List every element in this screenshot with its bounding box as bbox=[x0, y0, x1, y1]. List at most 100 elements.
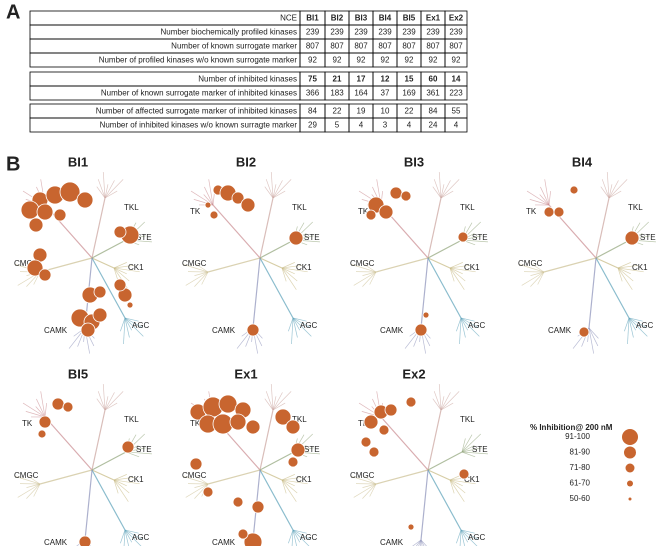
tree-twig bbox=[440, 391, 460, 411]
cell-text: Number of inhibited kinases bbox=[198, 75, 297, 84]
cell-text: 361 bbox=[426, 89, 440, 98]
tree-twig bbox=[460, 529, 478, 546]
tree-twig bbox=[40, 391, 46, 418]
tree-twig bbox=[264, 398, 274, 411]
tree-twig bbox=[104, 396, 109, 411]
tree-twig bbox=[281, 479, 297, 502]
kinase-dot bbox=[245, 419, 261, 435]
tree-twig bbox=[113, 479, 140, 485]
tree-branch bbox=[595, 257, 619, 269]
group-label: CMGC bbox=[350, 471, 375, 480]
tree-title: Ex2 bbox=[402, 366, 425, 381]
tree-twig bbox=[22, 402, 46, 418]
group-label: TK bbox=[190, 419, 201, 428]
group-label: TK bbox=[22, 419, 33, 428]
cell-text: 19 bbox=[357, 107, 366, 116]
tree-twig bbox=[124, 317, 130, 338]
cell-text: 239 bbox=[426, 28, 440, 37]
tree-branch bbox=[259, 469, 294, 531]
tree-twig bbox=[264, 186, 274, 199]
tree-twig bbox=[588, 327, 599, 339]
tree-twig bbox=[537, 271, 545, 285]
group-label: TKL bbox=[292, 203, 307, 212]
tree-branch bbox=[207, 469, 261, 485]
tree-twig bbox=[123, 317, 126, 344]
tree-twig bbox=[124, 529, 139, 534]
tree-branch bbox=[91, 257, 126, 319]
cell-text: 22 bbox=[405, 107, 414, 116]
group-label: TKL bbox=[460, 203, 475, 212]
tree-twig bbox=[203, 194, 214, 206]
group-label: AGC bbox=[636, 321, 654, 330]
tree-twig bbox=[433, 179, 442, 199]
kinase-dot bbox=[93, 285, 107, 299]
tree-twig bbox=[461, 451, 488, 455]
tree-twig bbox=[530, 271, 545, 287]
tree-twig bbox=[291, 529, 294, 546]
kinase-dot bbox=[288, 230, 304, 246]
kinase-dot bbox=[53, 208, 67, 222]
tree-twig bbox=[292, 317, 301, 331]
tree-twig bbox=[113, 267, 130, 282]
cell-text: 239 bbox=[354, 28, 368, 37]
tree-twig bbox=[617, 267, 631, 275]
cell-text: 17 bbox=[357, 75, 366, 84]
tree-twig bbox=[600, 186, 610, 199]
tree-title: BI4 bbox=[572, 154, 593, 169]
kinase-dot bbox=[204, 201, 212, 209]
tree-twig bbox=[617, 267, 633, 290]
kinase-dot bbox=[229, 413, 247, 431]
group-label: AGC bbox=[300, 533, 318, 542]
tree-twig bbox=[362, 271, 377, 287]
kinase-dot bbox=[384, 403, 398, 417]
tree-twig bbox=[113, 476, 134, 481]
cell-text: 60 bbox=[429, 75, 438, 84]
tree-twig bbox=[526, 190, 550, 206]
tree-twig bbox=[185, 271, 209, 286]
tree-twig bbox=[196, 264, 209, 273]
cell-text: 37 bbox=[381, 89, 390, 98]
tree-twig bbox=[272, 402, 286, 411]
cell-text: 807 bbox=[330, 42, 344, 51]
tree-twig bbox=[449, 479, 466, 494]
kinase-dot bbox=[569, 185, 579, 195]
tree-twig bbox=[124, 529, 142, 546]
tree-twig bbox=[461, 445, 475, 453]
tree-twig bbox=[291, 317, 294, 344]
tree-twig bbox=[418, 539, 422, 546]
kinase-dot bbox=[360, 436, 372, 448]
cell-text: 164 bbox=[354, 89, 368, 98]
cell-text: 29 bbox=[308, 121, 317, 130]
group-label: CAMK bbox=[212, 326, 236, 335]
tree-title: BI3 bbox=[404, 154, 424, 169]
kinase-dot bbox=[231, 191, 245, 205]
tree-twig bbox=[270, 384, 274, 411]
tree-twig bbox=[281, 474, 295, 481]
cell-text: 14 bbox=[452, 75, 461, 84]
tree-branch bbox=[427, 409, 442, 471]
panel-letter: A bbox=[6, 1, 20, 23]
tree-twig bbox=[544, 179, 550, 206]
tree-branch bbox=[91, 197, 106, 259]
tree-twig bbox=[530, 271, 545, 276]
tree-twig bbox=[353, 483, 377, 498]
kinase-dot bbox=[51, 397, 65, 411]
tree-twig bbox=[459, 317, 462, 344]
tree-twig bbox=[456, 317, 462, 332]
kinase-dot bbox=[202, 486, 214, 498]
tree-twig bbox=[532, 264, 545, 273]
tree-twig bbox=[420, 539, 423, 546]
tree-twig bbox=[540, 186, 550, 206]
kinase-dot bbox=[121, 440, 135, 454]
tree-twig bbox=[281, 267, 308, 273]
cell-text: Number biochemically profiled kinases bbox=[160, 28, 297, 37]
kinase-dot bbox=[38, 415, 52, 429]
tree-twig bbox=[521, 271, 545, 286]
kinase-dot bbox=[62, 401, 74, 413]
tree-twig bbox=[113, 264, 134, 269]
tree-twig bbox=[272, 190, 286, 199]
tree-branch bbox=[259, 239, 295, 259]
legend-title: % Inhibition@ 200 nM bbox=[530, 423, 613, 432]
tree-twig bbox=[529, 199, 550, 206]
tree-twig bbox=[539, 194, 550, 206]
